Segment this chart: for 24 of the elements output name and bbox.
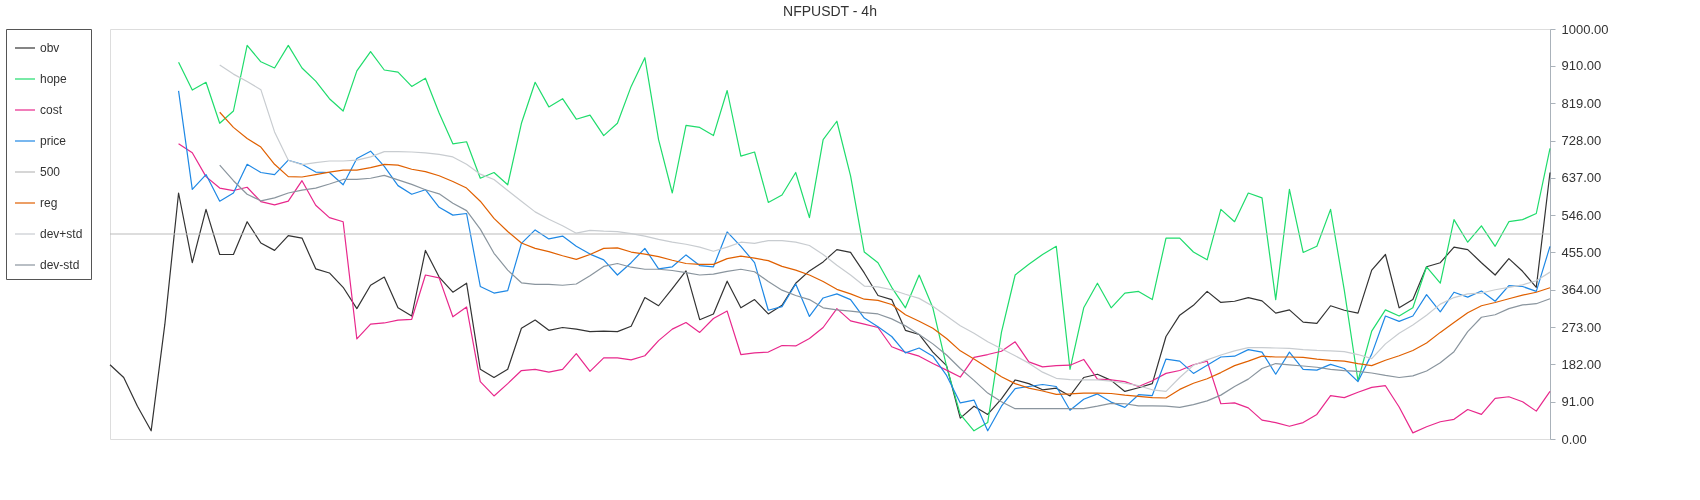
y-tick-label: 91.00 <box>1561 394 1595 410</box>
line-series <box>219 111 1551 399</box>
legend-label: cost <box>40 103 63 117</box>
legend-label: price <box>40 134 67 148</box>
legend-label: hope <box>40 72 68 86</box>
y-tick-label: 1000.00 <box>1561 21 1609 37</box>
legend-label: reg <box>40 196 58 210</box>
y-tick-label: 546.00 <box>1561 207 1602 223</box>
y-tick-label: 364.00 <box>1561 282 1602 298</box>
y-tick-label: 182.00 <box>1561 356 1602 372</box>
line-series <box>219 164 1551 410</box>
legend-label: dev-std <box>40 258 80 272</box>
y-tick-label: 455.00 <box>1561 244 1602 260</box>
y-tick-label: 637.00 <box>1561 170 1602 186</box>
y-tick-label: 273.00 <box>1561 319 1602 335</box>
chart-title: NFPUSDT - 4h <box>783 3 877 19</box>
legend-label: 500 <box>40 165 61 179</box>
legend-label: obv <box>40 41 60 55</box>
y-tick-label: 0.00 <box>1561 431 1587 447</box>
y-tick-label: 728.00 <box>1561 133 1602 149</box>
y-tick-label: 910.00 <box>1561 58 1602 74</box>
line-series <box>219 64 1551 393</box>
legend-label: dev+std <box>40 227 83 241</box>
y-tick-label: 819.00 <box>1561 95 1602 111</box>
